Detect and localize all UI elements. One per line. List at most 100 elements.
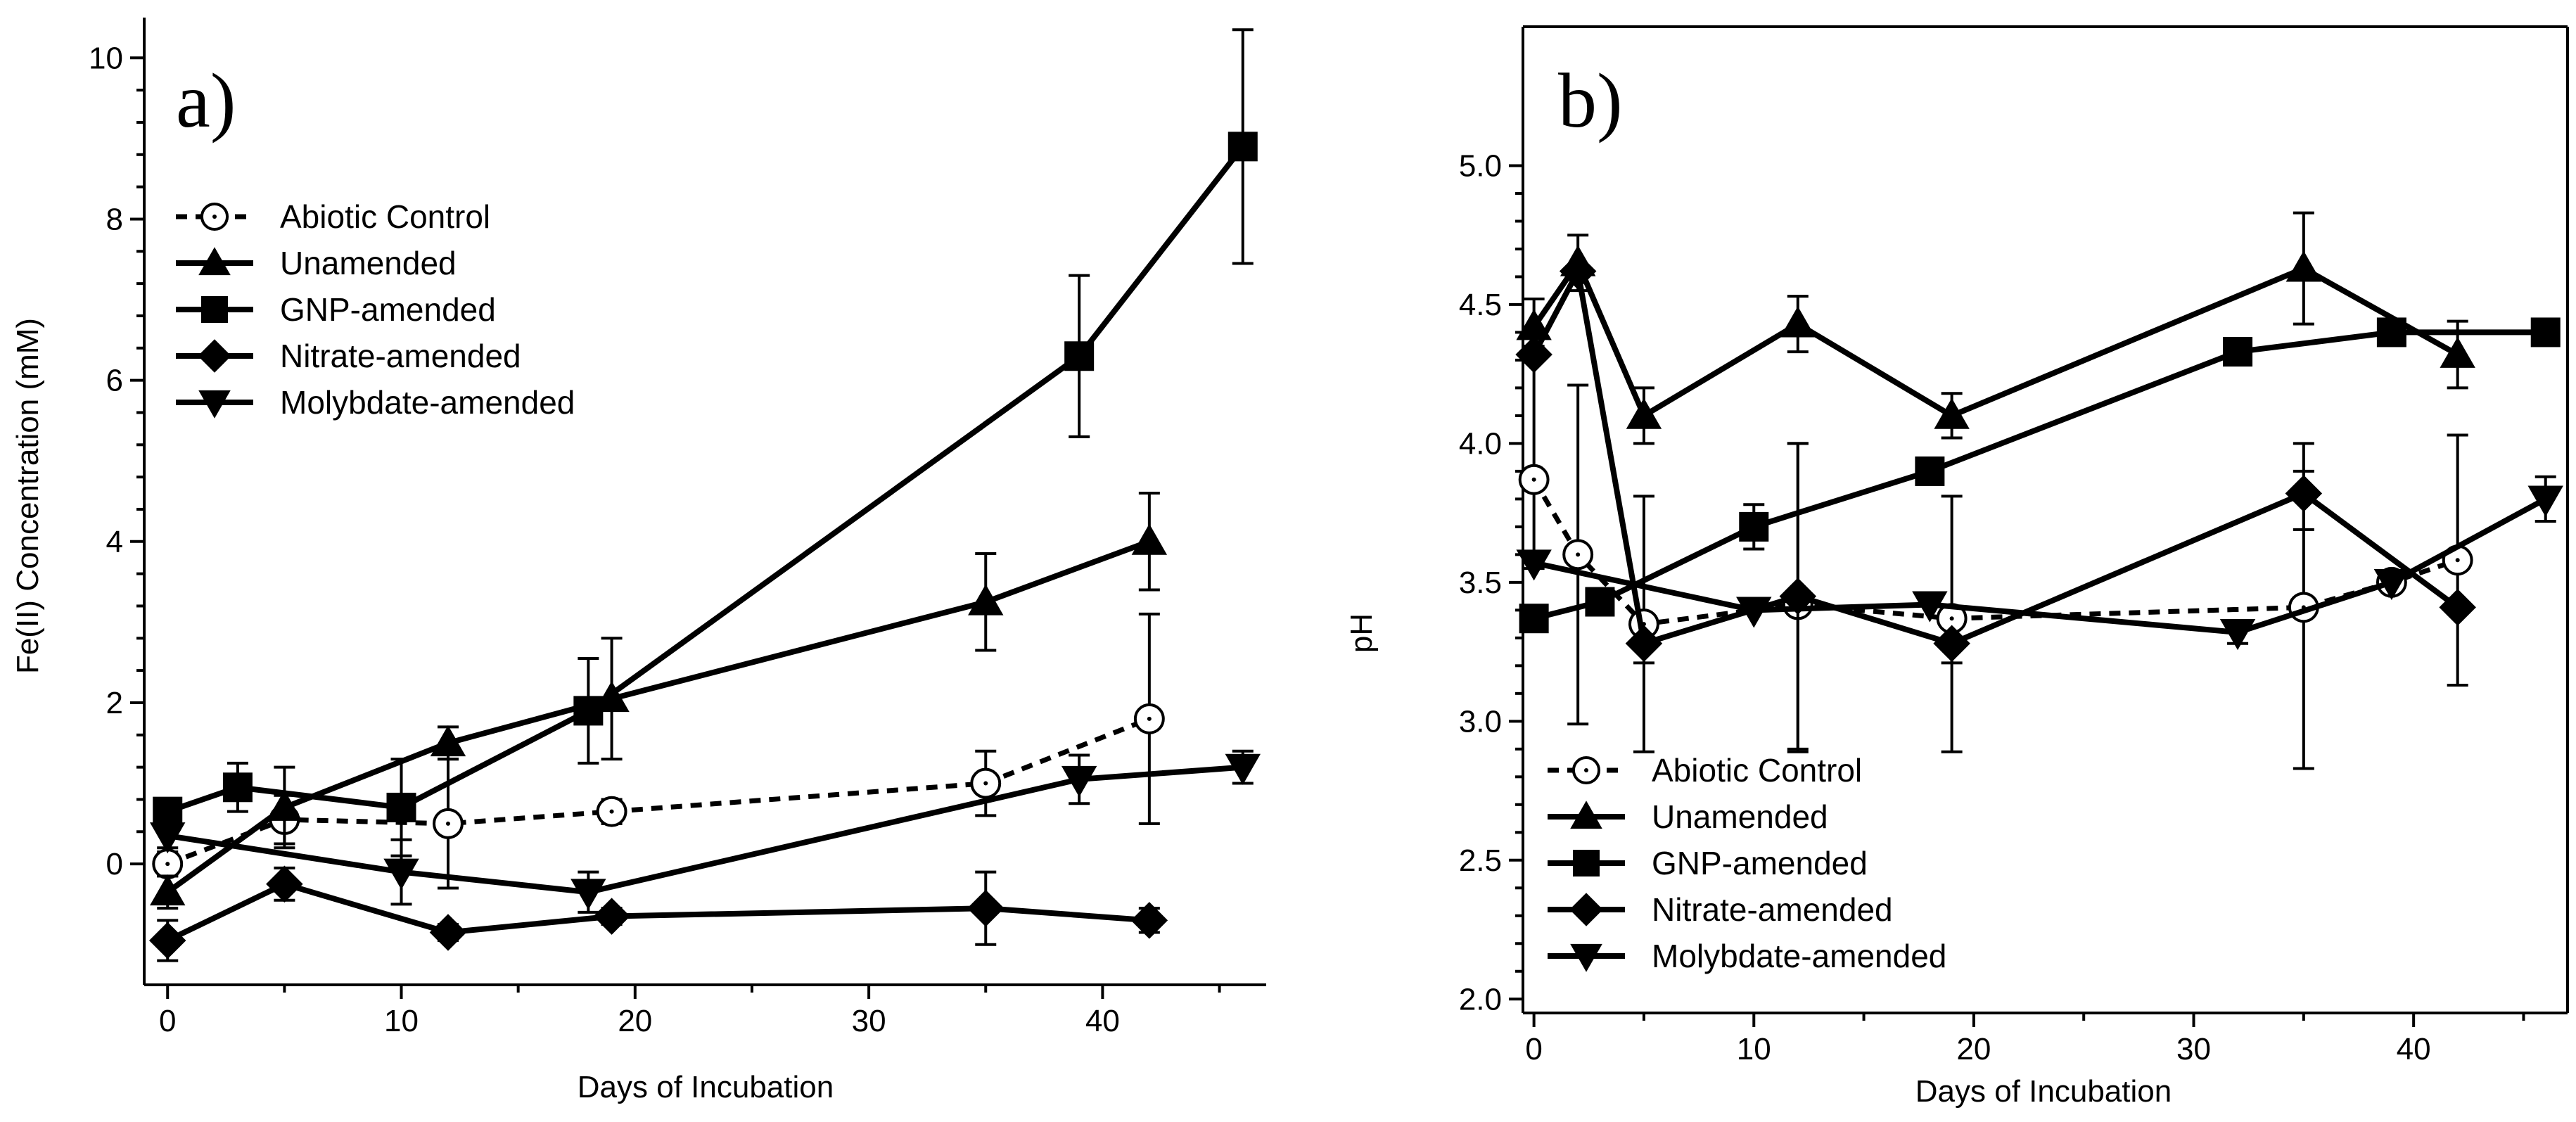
panel-a-point-nitrate-amended — [148, 922, 186, 960]
panel-a-legend-label: Unamended — [280, 245, 457, 281]
panel-a-point-nitrate-amended — [967, 889, 1005, 927]
panel-a-y-tick-label: 2 — [106, 686, 123, 720]
panel-b-series-gnp-amended — [1519, 317, 2561, 634]
panel-a-series-molybdate-amended — [150, 749, 1261, 914]
panel-a-legend: Abiotic Control Unamended GNP-amended Nitra… — [176, 198, 575, 421]
panel-a-point-gnp-amended — [1064, 341, 1095, 371]
panel-b-legend-label: Unamended — [1652, 798, 1828, 835]
panel-a-x-tick-label: 30 — [852, 1004, 886, 1038]
panel-b-legend-item-molybdate-amended: Molybdate-amended — [1548, 938, 1946, 974]
panel-a-legend-marker — [198, 390, 231, 419]
panel-a-point-unamended — [267, 789, 302, 821]
panel-b-point-gnp-amended — [1739, 511, 1769, 542]
panel-a-y-tick-label: 10 — [89, 41, 123, 75]
panel-b-point-gnp-amended — [2530, 317, 2561, 348]
panel-a-legend-marker — [198, 339, 231, 373]
panel-b-x-tick-label: 0 — [1525, 1032, 1542, 1066]
panel-a-point-unamended — [968, 584, 1004, 616]
panel-a-x-axis-title: Days of Incubation — [578, 1070, 834, 1104]
panel-a-y-axis-title: Fe(II) Concentration (mM) — [11, 318, 45, 674]
panel-a-x-tick-label: 10 — [384, 1004, 419, 1038]
panel-a-x-tick-label: 0 — [159, 1004, 176, 1038]
panel-b-legend-item-unamended: Unamended — [1548, 798, 1828, 835]
panel-b-y-tick-label: 4.0 — [1459, 426, 1502, 461]
panel-b-series-nitrate-amended — [1515, 253, 2476, 751]
panel-a-x-tick-label: 40 — [1085, 1004, 1120, 1038]
panel-a-point-gnp-amended — [222, 772, 253, 803]
panel-b-point-unamended — [2440, 336, 2475, 368]
panel-b-point-gnp-amended — [1915, 456, 1945, 486]
panel-b-y-tick-label: 5.0 — [1459, 148, 1502, 183]
panel-a-x-tick-label: 20 — [618, 1004, 652, 1038]
panel-b-legend-item-abiotic-control: Abiotic Control — [1548, 752, 1862, 789]
panel-b-y-axis-title: pH — [1344, 613, 1379, 653]
panel-b-point-unamended — [1626, 397, 1662, 429]
panel-a-point-gnp-amended — [1228, 132, 1258, 162]
panel-b-error-bar — [1523, 345, 1545, 570]
panel-b-point-nitrate-amended — [1625, 625, 1663, 662]
panel-b-legend-item-nitrate-amended: Nitrate-amended — [1548, 891, 1893, 928]
panel-b-legend-marker — [1570, 801, 1602, 829]
panel-a-legend-label: Abiotic Control — [280, 198, 490, 235]
panel-b-point-molybdate-amended — [2219, 619, 2256, 651]
panel-b-point-unamended — [1780, 306, 1816, 338]
panel-a-point-molybdate-amended — [383, 858, 419, 890]
panel-a-point-nitrate-amended — [266, 865, 303, 903]
panel-a-point-molybdate-amended — [1225, 753, 1261, 785]
panel-b-ph-chart: b) Days of Incubation pH 0 10 20 30 40 2.0 2.5… — [1344, 25, 2569, 1109]
panel-b-point-gnp-amended — [1585, 587, 1615, 617]
panel-b-y-tick-label: 2.0 — [1459, 982, 1502, 1016]
panel-a-point-molybdate-amended — [570, 879, 606, 910]
panel-b-legend-marker — [1573, 850, 1600, 876]
panel-a-y-tick-label: 8 — [106, 202, 123, 236]
panel-b-legend: Abiotic Control Unamended GNP-amended Nitra… — [1548, 752, 1946, 974]
panel-a-series-unamended — [150, 492, 1168, 910]
panel-b-point-gnp-amended — [2376, 317, 2406, 348]
panel-b-line-abiotic-control — [1531, 478, 2459, 627]
panel-b-point-abiotic-control — [1518, 464, 1550, 495]
panel-a-fe-concentration-chart: a) Days of Incubation Fe(II) Concentrati… — [11, 18, 1266, 1104]
panel-a-point-gnp-amended — [573, 696, 604, 726]
panel-b-point-nitrate-amended — [1779, 578, 1817, 615]
panel-a-point-unamended — [1131, 523, 1168, 555]
panel-b-legend-label: GNP-amended — [1652, 845, 1868, 881]
panel-b-legend-item-gnp-amended: GNP-amended — [1548, 845, 1868, 881]
panel-a-legend-label: GNP-amended — [280, 291, 496, 328]
panel-b-point-unamended — [1934, 397, 1970, 429]
panel-a-line-nitrate-amended — [166, 881, 1150, 943]
panel-a-point-unamended — [430, 725, 466, 757]
panel-a-label: a) — [176, 58, 236, 144]
panel-a-series-nitrate-amended — [148, 865, 1168, 962]
panel-b-point-nitrate-amended — [2439, 589, 2476, 626]
panel-a-point-nitrate-amended — [1130, 902, 1168, 939]
panel-a-y-tick-label: 0 — [106, 847, 123, 881]
panel-a-point-abiotic-control — [970, 767, 1002, 799]
panel-a-legend-item-unamended: Unamended — [176, 245, 457, 281]
panel-a-point-molybdate-amended — [1061, 765, 1097, 798]
panel-a-point-abiotic-control — [433, 808, 464, 839]
panel-a-y-tick-label: 6 — [106, 364, 123, 398]
panel-a-legend-label: Nitrate-amended — [280, 338, 521, 374]
panel-a-point-gnp-amended — [153, 796, 183, 827]
panel-a-legend-marker — [200, 202, 229, 231]
panel-a-legend-label: Molybdate-amended — [280, 384, 575, 421]
panel-a-series-abiotic-control — [152, 612, 1165, 890]
panel-a-point-nitrate-amended — [593, 898, 630, 935]
panel-b-point-gnp-amended — [1519, 604, 1549, 634]
panel-a-legend-item-molybdate-amended: Molybdate-amended — [176, 384, 575, 421]
panel-a-point-abiotic-control — [1133, 703, 1165, 734]
panel-b-legend-marker — [1571, 756, 1601, 785]
panel-b-line-nitrate-amended — [1531, 268, 2460, 646]
panel-b-series-unamended — [1516, 211, 2475, 445]
panel-b-x-tick-label: 40 — [2397, 1032, 2431, 1066]
panel-b-series-molybdate-amended — [1516, 475, 2563, 651]
panel-b-y-tick-label: 3.5 — [1459, 566, 1502, 600]
panel-b-y-tick-label: 3.0 — [1459, 704, 1502, 739]
panel-b-point-molybdate-amended — [1516, 549, 1552, 581]
panel-a-legend-item-nitrate-amended: Nitrate-amended — [176, 338, 521, 374]
panel-a-point-molybdate-amended — [150, 822, 186, 854]
panel-b-legend-marker — [1569, 893, 1603, 926]
panel-b-legend-label: Nitrate-amended — [1652, 891, 1893, 928]
panel-b-point-nitrate-amended — [1515, 336, 1552, 374]
panel-b-line-molybdate-amended — [1533, 496, 2547, 635]
